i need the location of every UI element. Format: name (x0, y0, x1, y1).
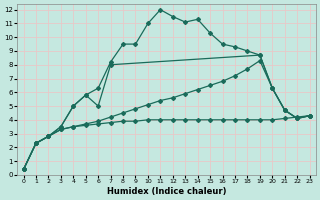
X-axis label: Humidex (Indice chaleur): Humidex (Indice chaleur) (107, 187, 226, 196)
